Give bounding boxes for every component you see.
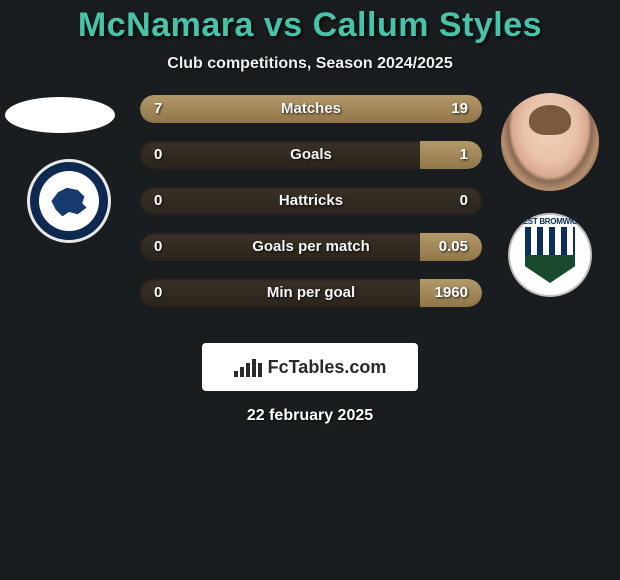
stat-row: 0Goals1 — [140, 141, 482, 169]
lion-icon — [47, 179, 91, 223]
stat-label: Hattricks — [140, 187, 482, 215]
stat-label: Min per goal — [140, 279, 482, 307]
left-player-placeholder — [5, 97, 115, 133]
stat-value-right: 0.05 — [439, 233, 468, 261]
stat-value-right: 1 — [460, 141, 468, 169]
stat-label: Matches — [140, 95, 482, 123]
stat-label: Goals — [140, 141, 482, 169]
page-title: McNamara vs Callum Styles — [0, 6, 620, 45]
brand-text: FcTables.com — [268, 357, 387, 378]
stat-label: Goals per match — [140, 233, 482, 261]
stat-value-right: 19 — [451, 95, 468, 123]
right-team-crest: EST BROMWICALBION — [508, 213, 592, 297]
stat-value-right: 0 — [460, 187, 468, 215]
stat-row: 0Min per goal1960 — [140, 279, 482, 307]
comparison-card: McNamara vs Callum Styles Club competiti… — [0, 0, 620, 425]
right-player-column: EST BROMWICALBION — [490, 91, 610, 297]
brand-badge: FcTables.com — [202, 343, 418, 391]
stat-row: 7Matches19 — [140, 95, 482, 123]
shield-icon — [525, 227, 575, 283]
stat-row: 0Hattricks0 — [140, 187, 482, 215]
stat-value-right: 1960 — [435, 279, 468, 307]
date-label: 22 february 2025 — [0, 407, 620, 425]
right-player-photo — [501, 93, 599, 191]
subtitle: Club competitions, Season 2024/2025 — [0, 55, 620, 73]
stats-bars: 7Matches190Goals10Hattricks00Goals per m… — [140, 95, 482, 325]
left-player-column — [0, 91, 120, 243]
left-team-crest — [27, 159, 111, 243]
stat-row: 0Goals per match0.05 — [140, 233, 482, 261]
bars-icon — [234, 357, 262, 377]
main-row: 7Matches190Goals10Hattricks00Goals per m… — [0, 91, 620, 331]
